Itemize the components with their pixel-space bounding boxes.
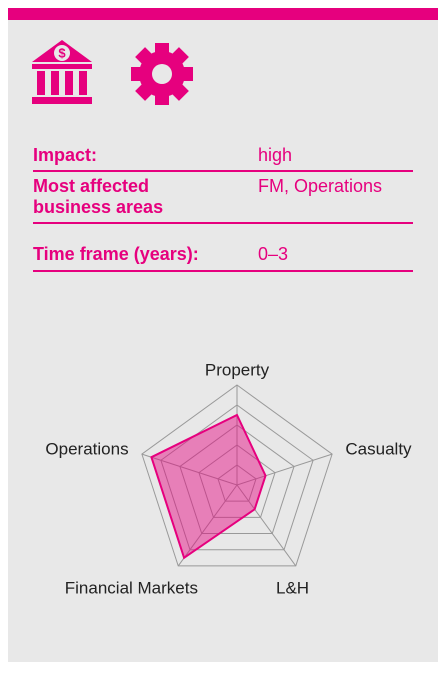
info-row: Most affected business areas FM, Operati… <box>33 176 413 224</box>
row-label: Time frame (years): <box>33 244 199 264</box>
grid-ring <box>160 404 314 551</box>
info-row: Impact: high <box>33 145 413 172</box>
grid-ring <box>179 424 295 535</box>
axis-label: Operations <box>45 439 128 458</box>
panel <box>8 8 438 662</box>
svg-text:$: $ <box>58 45 66 60</box>
bank-icon: $ <box>32 40 92 104</box>
gear-icon <box>131 43 193 105</box>
row-label: Impact: <box>33 145 98 165</box>
axis-label: L&H <box>276 579 309 598</box>
data-area <box>150 413 267 560</box>
top-bar <box>8 8 438 20</box>
spoke <box>177 484 238 567</box>
grid-ring <box>198 444 276 518</box>
row-label: Most affected business areas <box>33 176 164 217</box>
grid-ring <box>141 384 333 567</box>
axis-label: Financial Markets <box>65 579 198 598</box>
grid-ring <box>217 464 257 502</box>
row-value: high <box>258 145 293 165</box>
row-value: FM, Operations <box>258 176 383 196</box>
spoke <box>236 484 297 567</box>
spoke <box>141 453 238 486</box>
spoke <box>236 453 333 486</box>
axis-label: Property <box>205 360 270 379</box>
row-value: 0–3 <box>258 244 289 264</box>
info-row: Time frame (years): 0–3 <box>33 244 413 272</box>
axis-label: Casualty <box>345 439 412 458</box>
